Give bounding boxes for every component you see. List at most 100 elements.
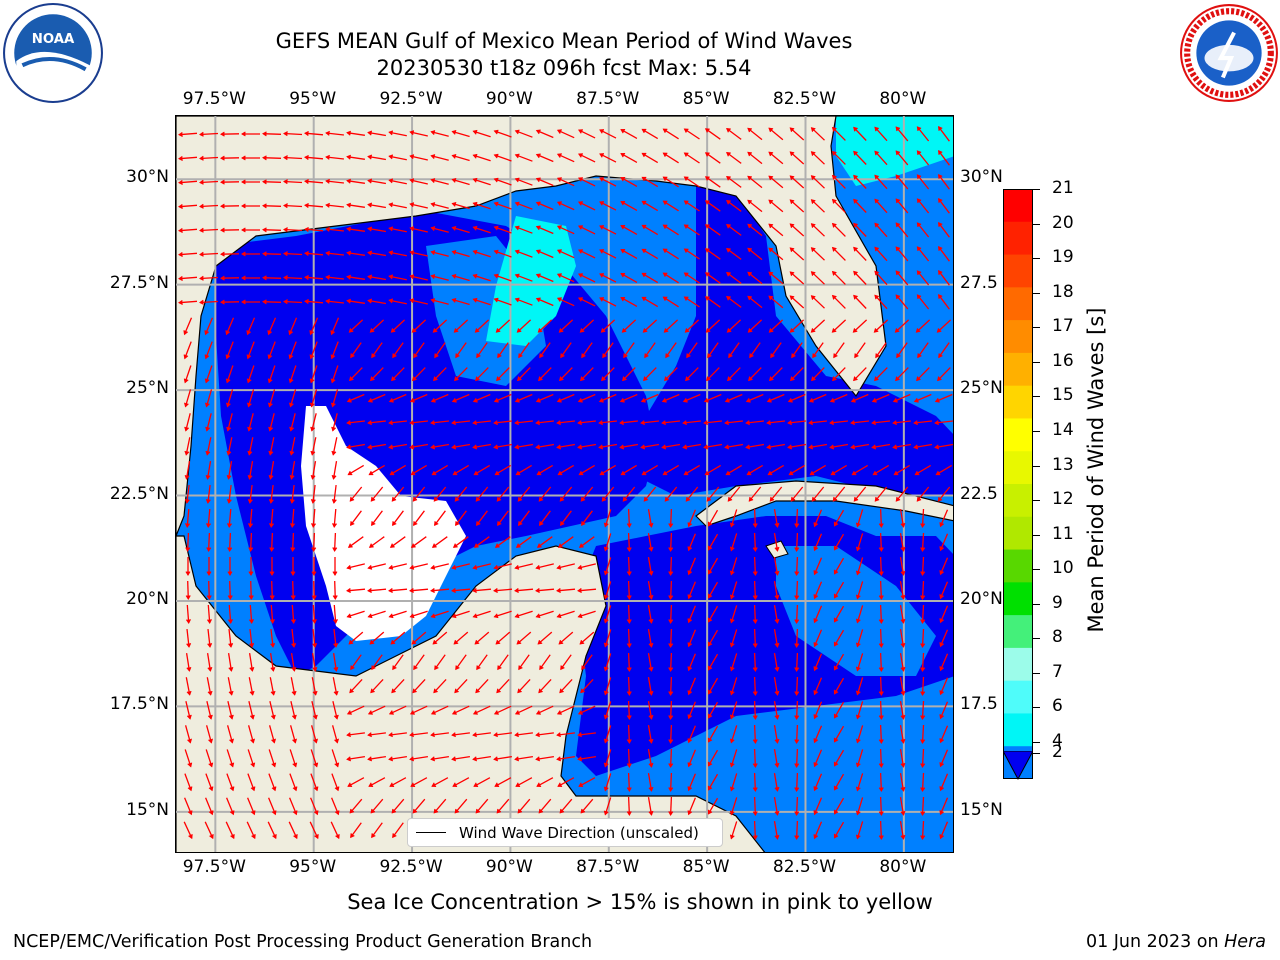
wind-wave-arrowhead bbox=[430, 444, 436, 450]
wind-wave-arrowhead bbox=[728, 353, 733, 359]
wind-wave-arrowhead bbox=[831, 150, 837, 156]
wind-wave-arrowhead bbox=[668, 619, 674, 624]
wind-wave-arrowhead bbox=[535, 613, 541, 619]
wind-wave-arrowhead bbox=[578, 201, 583, 206]
wind-wave-arrowhead bbox=[247, 450, 253, 456]
wind-wave-arrowhead bbox=[704, 272, 710, 277]
wind-wave-arrowhead bbox=[937, 376, 942, 382]
wind-wave-arrowhead bbox=[472, 177, 478, 183]
map-legend: Wind Wave Direction (unscaled) bbox=[407, 818, 723, 847]
wind-wave-arrowhead bbox=[313, 762, 319, 768]
wind-wave-arrowhead bbox=[430, 298, 436, 303]
wind-wave-arrowhead bbox=[577, 613, 583, 619]
wind-wave-arrowhead bbox=[493, 732, 498, 738]
wind-wave-arrowhead bbox=[872, 470, 878, 476]
wind-wave-arrowhead bbox=[474, 328, 480, 333]
wind-wave-arrowhead bbox=[668, 571, 674, 576]
wind-wave-arrowhead bbox=[794, 571, 800, 576]
wind-wave-arrowhead bbox=[896, 353, 901, 359]
wind-wave-arrowhead bbox=[833, 761, 839, 767]
wind-wave-arrowhead bbox=[241, 299, 246, 305]
wind-wave-arrowhead bbox=[851, 470, 857, 476]
wind-wave-arrowhead bbox=[663, 328, 669, 333]
wind-wave-arrowhead bbox=[707, 545, 713, 551]
wind-wave-arrowhead bbox=[183, 354, 189, 360]
wind-wave-arrowhead bbox=[752, 547, 758, 552]
wind-wave-arrowhead bbox=[914, 470, 920, 476]
wind-wave-arrowhead bbox=[683, 152, 689, 157]
wind-wave-arrowhead bbox=[729, 642, 735, 648]
wind-wave-arrowhead bbox=[920, 811, 926, 816]
wind-wave-arrowhead bbox=[226, 402, 231, 408]
wind-wave-arrowhead bbox=[729, 594, 735, 600]
wind-wave-arrowhead bbox=[271, 762, 277, 768]
wind-wave-arrowhead bbox=[920, 715, 926, 720]
wind-wave-arrowhead bbox=[220, 227, 225, 233]
wind-wave-arrowhead bbox=[913, 444, 919, 450]
wind-wave-arrowhead bbox=[346, 564, 352, 570]
wind-wave-arrowhead bbox=[388, 398, 394, 403]
wind-wave-arrowhead bbox=[774, 690, 780, 696]
wind-wave-arrowhead bbox=[268, 426, 274, 432]
wind-wave-arrowhead bbox=[706, 496, 712, 502]
wind-wave-arrowhead bbox=[916, 198, 922, 203]
wind-wave-arrowhead bbox=[809, 470, 815, 476]
latitude-tick-label: 27.5°N bbox=[109, 272, 169, 293]
wind-wave-arrowhead bbox=[626, 547, 632, 552]
wind-wave-arrowhead bbox=[599, 225, 605, 230]
wind-wave-arrowhead bbox=[228, 714, 234, 720]
wind-wave-arrowhead bbox=[473, 543, 479, 548]
wind-wave-arrowhead bbox=[668, 715, 674, 720]
wind-wave-arrowhead bbox=[493, 756, 498, 762]
colorbar-tick-label: 20 bbox=[1052, 212, 1074, 233]
wind-wave-arrowhead bbox=[205, 499, 211, 504]
latitude-tick-label: 27.5 bbox=[960, 272, 998, 293]
wind-wave-arrowhead bbox=[537, 639, 543, 645]
wind-wave-arrowhead bbox=[920, 595, 926, 600]
wind-wave-arrowhead bbox=[661, 398, 667, 403]
wind-wave-arrowhead bbox=[641, 272, 647, 278]
wind-wave-arrowhead bbox=[790, 376, 795, 382]
wind-wave-arrowhead bbox=[311, 523, 317, 528]
wind-wave-arrowhead bbox=[241, 179, 246, 185]
wind-wave-arrowhead bbox=[187, 786, 193, 792]
wind-wave-arrowhead bbox=[451, 274, 457, 279]
wind-wave-arrowhead bbox=[916, 496, 922, 502]
wind-wave-arrowhead bbox=[746, 470, 752, 476]
wind-wave-arrowhead bbox=[493, 710, 499, 715]
wind-wave-arrowhead bbox=[813, 738, 819, 744]
colorbar-swatch bbox=[1003, 189, 1033, 223]
wind-wave-arrowhead bbox=[874, 496, 880, 502]
wind-wave-arrowhead bbox=[752, 835, 758, 840]
wind-wave-arrowhead bbox=[939, 690, 944, 696]
wind-wave-arrowhead bbox=[199, 155, 204, 161]
wind-wave-arrowhead bbox=[850, 420, 855, 426]
wind-wave-arrowhead bbox=[226, 499, 232, 504]
wind-wave-arrowhead bbox=[269, 571, 275, 576]
wind-wave-arrowhead bbox=[185, 523, 191, 528]
wind-wave-arrowhead bbox=[752, 691, 758, 696]
wind-wave-arrowhead bbox=[668, 547, 674, 552]
wind-wave-arrowhead bbox=[752, 643, 758, 648]
wind-wave-arrowhead bbox=[648, 642, 654, 648]
wind-wave-arrowhead bbox=[250, 738, 255, 744]
wind-wave-arrowhead bbox=[788, 470, 794, 476]
wind-wave-arrowhead bbox=[895, 150, 901, 156]
colorbar-tick bbox=[1033, 707, 1040, 709]
wind-wave-arrowhead bbox=[391, 808, 397, 814]
wind-wave-arrowhead bbox=[878, 595, 884, 600]
wind-wave-arrowhead bbox=[829, 444, 835, 450]
wind-wave-arrowhead bbox=[330, 330, 335, 336]
wind-wave-arrowhead bbox=[367, 178, 373, 184]
wind-wave-arrowhead bbox=[392, 833, 397, 839]
wind-wave-arrowhead bbox=[938, 353, 943, 359]
wind-wave-arrowhead bbox=[431, 782, 437, 787]
wind-wave-arrowhead bbox=[787, 398, 793, 403]
colorbar-swatch bbox=[1003, 221, 1033, 256]
wind-wave-arrowhead bbox=[430, 710, 436, 715]
wind-wave-arrowhead bbox=[684, 328, 690, 333]
wind-wave-arrowhead bbox=[855, 618, 861, 624]
wind-wave-arrowhead bbox=[900, 570, 906, 576]
wind-wave-arrowhead bbox=[794, 739, 800, 744]
wind-wave-arrowhead bbox=[641, 176, 647, 182]
